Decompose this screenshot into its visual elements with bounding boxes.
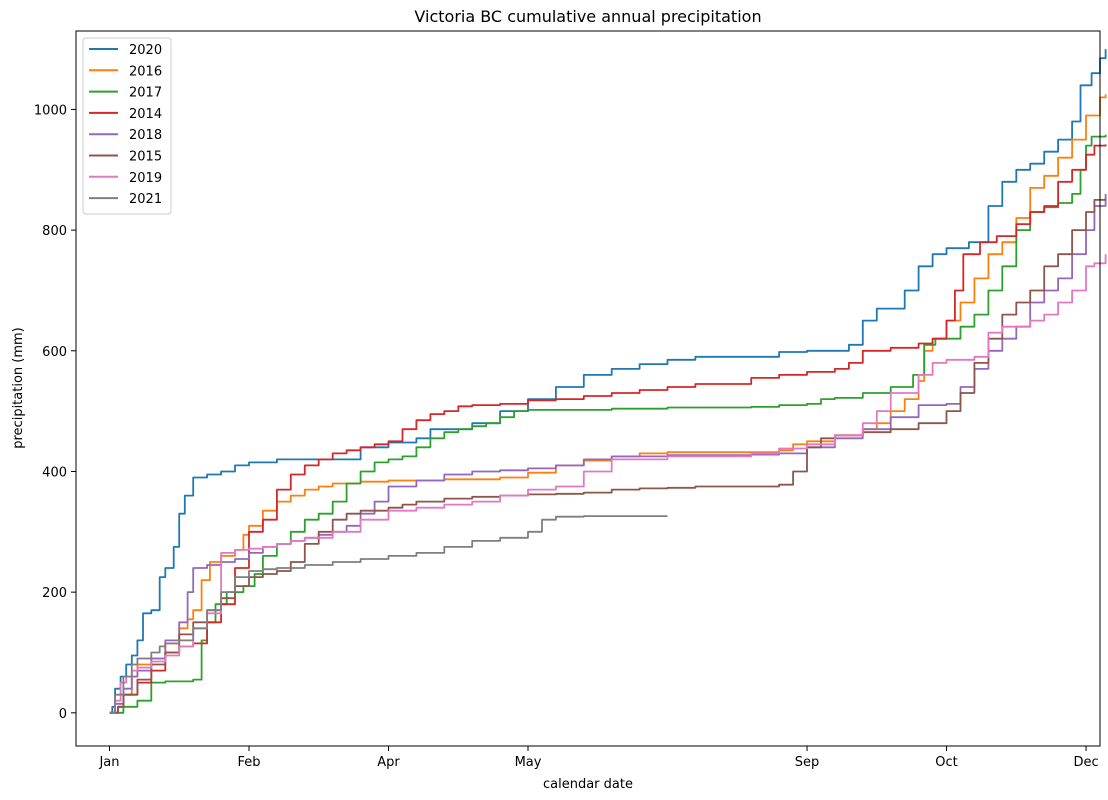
legend-label: 2021 xyxy=(129,192,162,207)
legend-label: 2017 xyxy=(129,86,162,101)
y-tick-label: 400 xyxy=(42,465,67,480)
y-axis-label: precipitation (mm) xyxy=(11,327,26,449)
series-line-2018 xyxy=(109,193,1107,714)
legend-label: 2014 xyxy=(129,107,162,122)
x-tick-label: Oct xyxy=(935,755,957,770)
x-axis-ticks: Jan Feb Apr May Sep Oct Dec xyxy=(98,746,1099,770)
series-line-2014 xyxy=(109,144,1107,714)
legend-label: 2018 xyxy=(129,128,162,143)
x-tick-label: May xyxy=(515,755,542,770)
legend-label: 2019 xyxy=(129,171,162,186)
x-tick-label: Dec xyxy=(1073,755,1098,770)
series-line-2020 xyxy=(109,49,1107,714)
y-tick-label: 800 xyxy=(42,224,67,239)
y-tick-label: 200 xyxy=(42,586,67,601)
series-line-2019 xyxy=(109,254,1107,714)
plot-frame xyxy=(75,30,1101,747)
x-tick-label: Sep xyxy=(795,755,820,770)
series-lines xyxy=(109,49,1107,714)
legend-label: 2015 xyxy=(129,150,162,165)
x-tick-label: Apr xyxy=(377,755,400,770)
y-tick-label: 1000 xyxy=(34,103,67,118)
chart-title: Victoria BC cumulative annual precipitat… xyxy=(414,7,761,26)
legend-label: 2016 xyxy=(129,64,162,79)
x-axis-label: calendar date xyxy=(543,777,633,792)
y-tick-label: 0 xyxy=(59,707,67,722)
legend-frame xyxy=(82,37,172,215)
series-line-2017 xyxy=(109,134,1107,714)
legend-label: 2020 xyxy=(129,43,162,58)
legend: 2020 2016 2017 2014 2018 2015 2019 2021 xyxy=(82,37,172,215)
y-axis-ticks: 0 200 400 600 800 1000 xyxy=(34,103,76,722)
x-tick-label: Jan xyxy=(98,755,119,770)
series-line-2021 xyxy=(109,515,668,714)
x-tick-label: Feb xyxy=(237,755,260,770)
y-tick-label: 600 xyxy=(42,345,67,360)
